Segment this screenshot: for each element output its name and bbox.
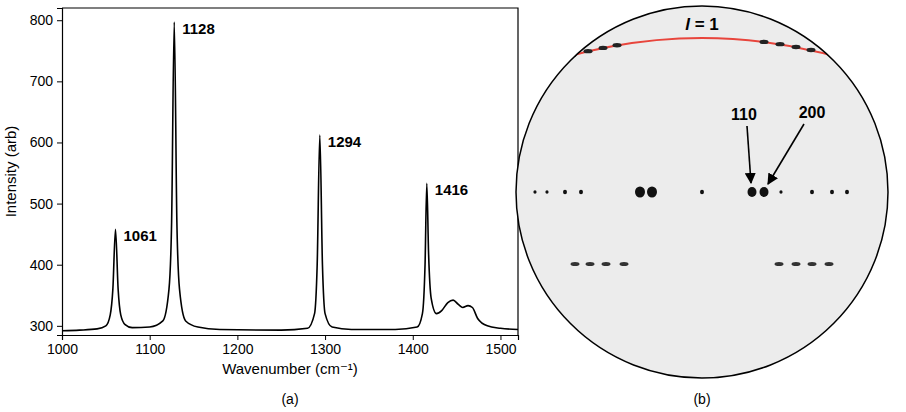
y-tick-mark <box>57 81 62 82</box>
x-tick-label: 1200 <box>222 341 253 357</box>
x-tick: 1500 <box>485 335 516 357</box>
x-tick-mark <box>237 335 238 340</box>
diffraction-spot <box>579 190 583 194</box>
x-tick-label: 1000 <box>47 341 78 357</box>
x-tick-mark <box>500 335 501 340</box>
arrow <box>747 126 751 183</box>
y-tick-label: 500 <box>30 196 54 212</box>
diffraction-spot <box>760 187 769 197</box>
diffraction-spot <box>599 46 608 50</box>
y-tick-label: 700 <box>30 73 54 89</box>
peak-label: 1294 <box>328 133 362 150</box>
diffraction-spot <box>792 45 801 49</box>
diffraction-spot <box>620 262 629 266</box>
x-tick: 1200 <box>222 335 253 357</box>
diffraction-spot <box>808 262 817 266</box>
diffraction-spot <box>647 187 657 198</box>
plot-frame <box>62 8 518 335</box>
reflection-label: 110 <box>731 106 757 123</box>
diffraction-spot <box>776 42 785 46</box>
panel-a: 1000 1100 1200 1300 1400 1500 300 400 500 600 700 8… <box>2 8 519 407</box>
y-axis-title: Intensity (arb) <box>2 126 19 218</box>
diffraction-spot <box>613 43 622 47</box>
x-tick: 1400 <box>398 335 429 357</box>
x-tick-label: 1100 <box>135 341 165 357</box>
y-tick-label: 800 <box>30 12 54 28</box>
diffraction-spot <box>748 187 757 197</box>
x-tick-mark <box>413 335 414 340</box>
diffraction-spot <box>807 48 816 52</box>
y-tick: 600 <box>30 134 62 150</box>
arrow <box>768 124 804 184</box>
y-tick-label: 600 <box>30 134 54 150</box>
y-tick: 300 <box>30 318 62 334</box>
spectrum-line <box>62 22 518 331</box>
diffraction-spot <box>830 190 834 194</box>
diffraction-spot <box>545 190 548 194</box>
diffraction-spot <box>775 262 784 266</box>
layer-line <box>520 38 884 72</box>
x-tick-mark <box>150 335 151 340</box>
diffraction-spot <box>602 262 611 266</box>
x-axis-title: Wavenumber (cm⁻¹) <box>222 360 358 377</box>
y-tick: 700 <box>30 73 62 89</box>
layer-label: l = 1 <box>685 15 719 34</box>
diffraction-spot <box>533 190 536 194</box>
y-tick-label: 300 <box>30 318 54 334</box>
diffraction-spot <box>810 190 814 194</box>
y-axis-line <box>57 9 63 336</box>
y-tick-mark <box>57 265 62 266</box>
diffraction-spot <box>792 262 801 266</box>
peak-label: 1416 <box>435 181 468 198</box>
diffraction-spot <box>586 262 595 266</box>
x-axis-line <box>63 336 519 341</box>
peak-label: 1061 <box>123 227 156 244</box>
diffraction-spot <box>779 190 782 194</box>
diffraction-spot <box>760 40 769 44</box>
x-tick-label: 1400 <box>398 341 429 357</box>
y-tick-mark <box>57 142 62 143</box>
y-tick-label: 400 <box>30 257 54 273</box>
y-tick: 500 <box>30 196 62 212</box>
pattern <box>520 38 884 266</box>
diffraction-spot <box>571 262 580 266</box>
diffraction-spot <box>635 187 645 198</box>
detector-edge <box>516 6 888 378</box>
reflection-label: 200 <box>799 104 826 121</box>
x-tick: 1300 <box>310 335 341 357</box>
diffraction-spot <box>700 190 704 194</box>
x-tick-label: 1300 <box>310 341 341 357</box>
diffraction-spot <box>825 262 834 266</box>
detector-disc <box>516 6 888 378</box>
diffraction-spot <box>563 190 567 194</box>
diffraction-spot <box>845 190 849 194</box>
y-tick-mark <box>57 326 62 327</box>
peak-label: 1128 <box>182 20 215 37</box>
y-tick-mark <box>57 20 62 21</box>
y-tick-mark <box>57 204 62 205</box>
panel-label: (b) <box>693 391 710 407</box>
panel-label: (a) <box>281 391 298 407</box>
y-tick: 400 <box>30 257 62 273</box>
panel-b: l = 1 110 200 (b) <box>516 6 888 407</box>
x-axis: 1000 1100 1200 1300 1400 1500 <box>47 335 519 357</box>
x-tick-label: 1500 <box>485 341 516 357</box>
figure: 1000 1100 1200 1300 1400 1500 300 400 500 600 700 8… <box>0 0 906 412</box>
x-tick-mark <box>325 335 326 340</box>
x-tick: 1100 <box>135 335 165 357</box>
diffraction-spot <box>584 49 593 53</box>
plot-area <box>62 22 518 331</box>
y-tick: 800 <box>30 12 62 28</box>
x-tick: 1000 <box>47 335 78 357</box>
y-axis: 300 400 500 600 700 800 <box>30 9 63 336</box>
